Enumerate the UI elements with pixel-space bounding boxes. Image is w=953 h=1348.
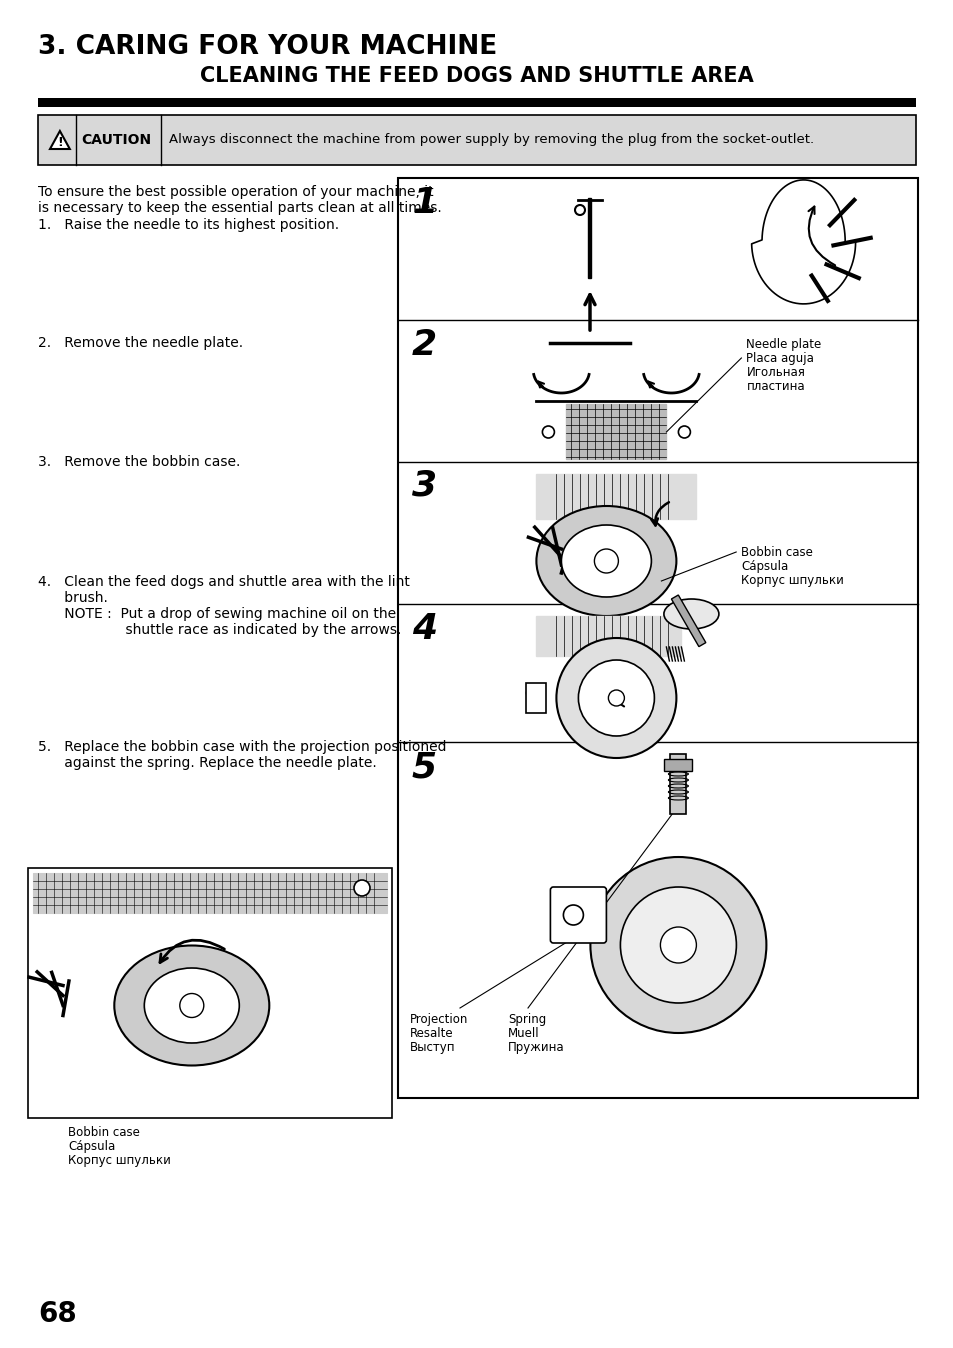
Circle shape [659, 927, 696, 962]
Bar [526, 683, 546, 713]
Text: Bobbin case: Bobbin case [740, 546, 812, 559]
Text: CLEANING THE FEED DOGS AND SHUTTLE AREA: CLEANING THE FEED DOGS AND SHUTTLE AREA [200, 66, 753, 86]
Circle shape [179, 993, 204, 1018]
Text: 4.   Clean the feed dogs and shuttle area with the lint: 4. Clean the feed dogs and shuttle area … [38, 576, 410, 589]
Text: Игольная: Игольная [745, 367, 804, 379]
Text: 5: 5 [412, 749, 436, 785]
Text: 68: 68 [38, 1299, 76, 1328]
FancyBboxPatch shape [397, 178, 917, 1099]
Text: CAUTION: CAUTION [81, 133, 151, 147]
Circle shape [590, 857, 765, 1033]
Bar [670, 754, 685, 814]
Text: To ensure the best possible operation of your machine, it: To ensure the best possible operation of… [38, 185, 434, 200]
Text: Needle plate: Needle plate [745, 338, 821, 350]
Ellipse shape [663, 599, 719, 630]
Bar [566, 404, 666, 460]
Circle shape [578, 661, 654, 736]
Ellipse shape [144, 968, 239, 1043]
Text: Projection: Projection [410, 1012, 468, 1026]
Text: 5.   Replace the bobbin case with the projection positioned: 5. Replace the bobbin case with the proj… [38, 740, 446, 754]
Text: NOTE :  Put a drop of sewing machine oil on the: NOTE : Put a drop of sewing machine oil … [38, 607, 395, 621]
Circle shape [556, 638, 676, 758]
Ellipse shape [536, 506, 676, 616]
Bar [38, 115, 915, 164]
Text: 1.   Raise the needle to its highest position.: 1. Raise the needle to its highest posit… [38, 218, 338, 232]
Text: Корпус шпульки: Корпус шпульки [740, 574, 843, 586]
Text: 2.   Remove the needle plate.: 2. Remove the needle plate. [38, 336, 243, 350]
Circle shape [354, 880, 370, 896]
Polygon shape [50, 131, 70, 150]
Text: !: ! [57, 136, 63, 148]
Text: 2: 2 [412, 328, 436, 363]
Text: Always disconnect the machine from power supply by removing the plug from the so: Always disconnect the machine from power… [169, 133, 813, 147]
Text: Placa aguja: Placa aguja [745, 352, 814, 365]
Text: against the spring. Replace the needle plate.: against the spring. Replace the needle p… [38, 756, 376, 770]
Bar [536, 616, 680, 656]
Text: Resalte: Resalte [410, 1027, 453, 1041]
Text: Корпус шпульки: Корпус шпульки [68, 1154, 171, 1167]
Ellipse shape [560, 524, 651, 597]
Bar [536, 474, 696, 519]
Text: Выступ: Выступ [410, 1041, 455, 1054]
Text: 1: 1 [412, 186, 436, 220]
Bar [588, 198, 591, 278]
Bar [38, 98, 915, 106]
Bar [33, 874, 387, 913]
Text: 3.   Remove the bobbin case.: 3. Remove the bobbin case. [38, 456, 240, 469]
Text: is necessary to keep the essential parts clean at all times.: is necessary to keep the essential parts… [38, 201, 441, 214]
Text: Cápsula: Cápsula [68, 1140, 115, 1153]
Circle shape [619, 887, 736, 1003]
FancyBboxPatch shape [550, 887, 606, 944]
Text: Bobbin case: Bobbin case [68, 1126, 140, 1139]
Text: brush.: brush. [38, 590, 108, 605]
Text: 3. CARING FOR YOUR MACHINE: 3. CARING FOR YOUR MACHINE [38, 34, 497, 61]
Circle shape [542, 426, 554, 438]
Text: Spring: Spring [507, 1012, 546, 1026]
Circle shape [594, 549, 618, 573]
Bar [671, 594, 705, 647]
Ellipse shape [114, 945, 269, 1065]
Text: 3: 3 [412, 468, 436, 501]
Circle shape [608, 690, 624, 706]
FancyBboxPatch shape [28, 868, 392, 1117]
Circle shape [678, 426, 690, 438]
Text: Muell: Muell [507, 1027, 539, 1041]
Text: shuttle race as indicated by the arrows.: shuttle race as indicated by the arrows. [38, 623, 401, 638]
Text: пластина: пластина [745, 380, 804, 394]
Text: 4: 4 [412, 612, 436, 646]
Text: Пружина: Пружина [507, 1041, 564, 1054]
Bar [663, 759, 692, 771]
Text: Cápsula: Cápsula [740, 559, 787, 573]
